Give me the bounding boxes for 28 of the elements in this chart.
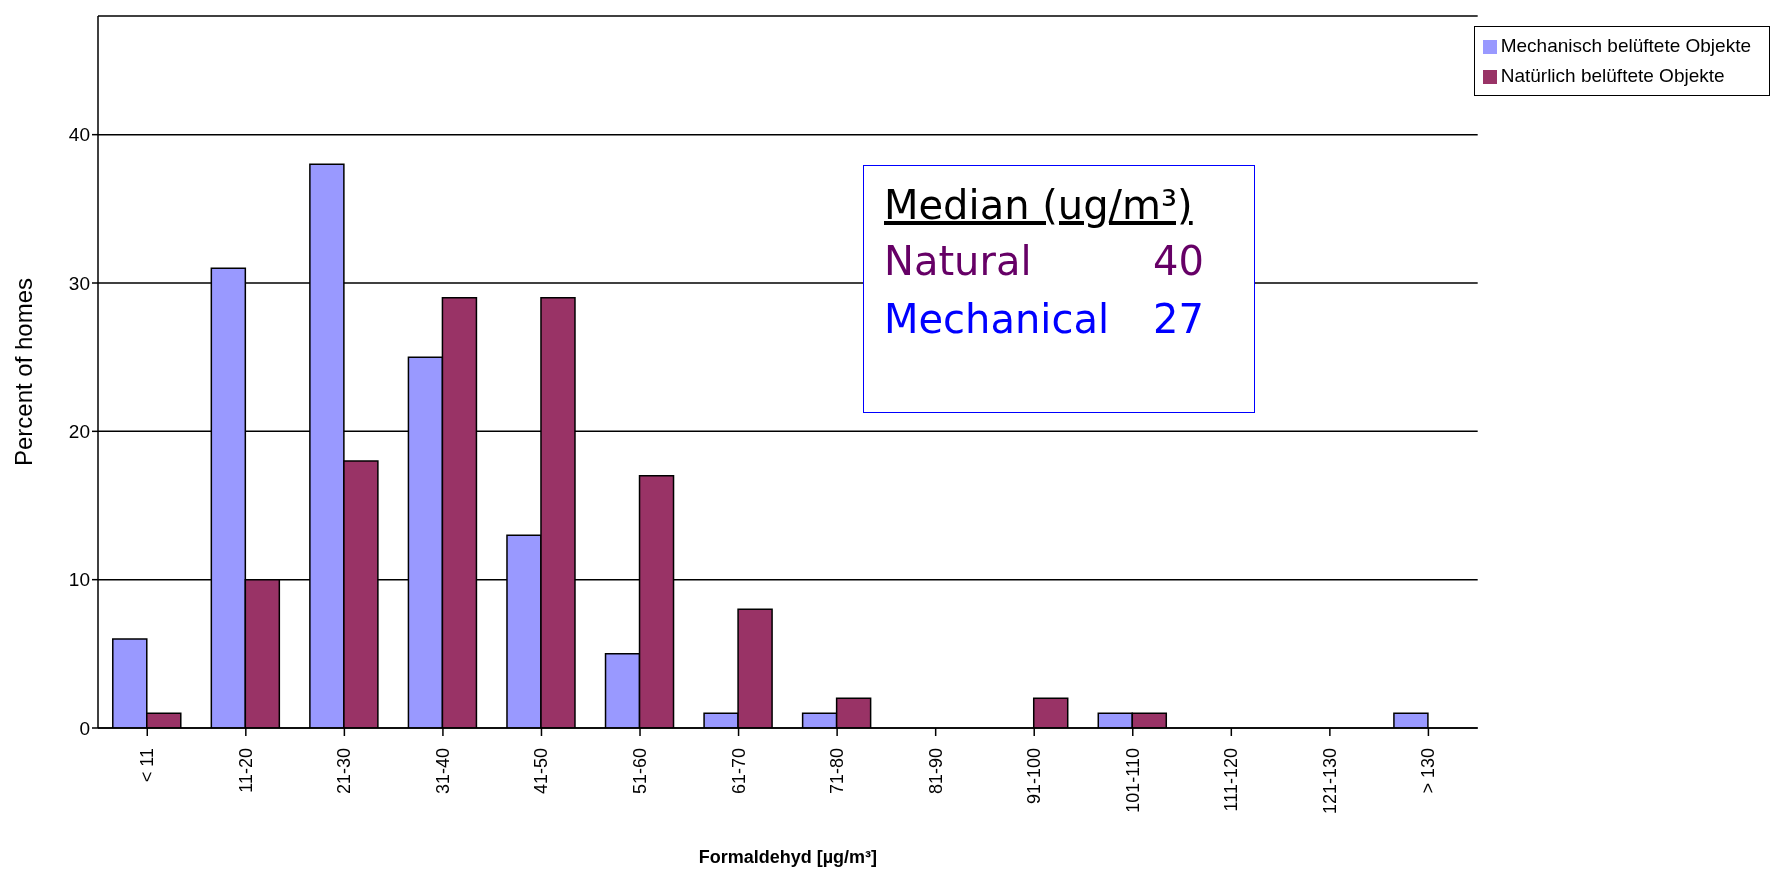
x-tick-label: 51-60 <box>630 748 651 795</box>
x-tick-label: > 130 <box>1418 748 1439 794</box>
annotation: 27 <box>1153 296 1204 342</box>
x-tick-label: 41-50 <box>531 748 552 795</box>
y-tick-label: 30 <box>68 272 90 294</box>
annotation: Natural <box>884 238 1032 284</box>
x-tick-label: 21-30 <box>334 748 355 795</box>
annotation: 40 <box>1153 238 1204 284</box>
x-tick-label: 121-130 <box>1319 748 1340 815</box>
annotation: Median (ug/m³) <box>884 182 1194 228</box>
x-tick-label: 91-100 <box>1024 748 1045 805</box>
annotation: Mechanical <box>884 296 1110 342</box>
x-axis-title: Formaldehyd [µg/m³] <box>698 847 878 867</box>
x-tick-label: < 11 <box>137 748 158 783</box>
x-tick-label: 81-90 <box>925 748 946 795</box>
legend-label: Natürlich belüftete Objekte <box>1500 65 1725 86</box>
x-tick-label: 71-80 <box>827 748 848 795</box>
y-tick-label: 10 <box>68 569 90 591</box>
x-tick-label: 111-120 <box>1221 748 1242 812</box>
x-tick-label: 11-20 <box>235 748 256 793</box>
legend-label: Mechanisch belüftete Objekte <box>1500 35 1751 56</box>
y-tick-label: 40 <box>68 124 90 146</box>
x-tick-label: 61-70 <box>728 748 749 795</box>
y-tick-label: 20 <box>68 421 90 443</box>
x-tick-label: 31-40 <box>432 748 453 795</box>
x-tick-label: 101-110 <box>1122 748 1143 813</box>
y-axis-title: Percent of homes <box>9 277 37 467</box>
y-tick-label: 0 <box>79 717 90 739</box>
